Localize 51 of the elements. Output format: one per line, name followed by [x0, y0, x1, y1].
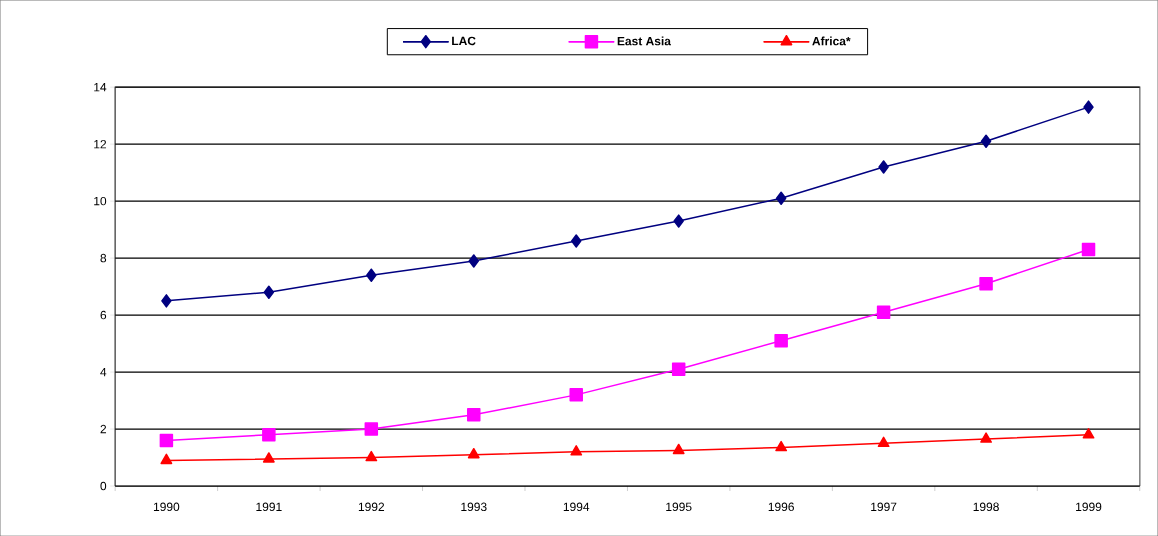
- point: [775, 191, 787, 205]
- point: [876, 305, 891, 319]
- point: [979, 276, 993, 291]
- x-tick-label: 1997: [871, 502, 897, 511]
- point: [671, 362, 686, 376]
- x-tick-label: 1990: [153, 502, 180, 511]
- point: [1081, 242, 1096, 257]
- legend-label: East Asia: [617, 36, 672, 46]
- point: [878, 160, 889, 174]
- point: [467, 407, 481, 422]
- y-tick-label: 14: [94, 82, 107, 92]
- point: [774, 333, 788, 348]
- point: [160, 453, 173, 465]
- y-tick-label: 10: [94, 196, 107, 206]
- point: [877, 436, 890, 447]
- point: [263, 285, 275, 299]
- point: [468, 254, 480, 268]
- point: [570, 444, 583, 456]
- x-tick-label: 1995: [666, 502, 692, 511]
- y-tick-label: 12: [94, 139, 107, 149]
- point: [365, 450, 378, 462]
- point: [262, 452, 275, 463]
- x-tick-label: 1991: [256, 502, 282, 511]
- point: [672, 443, 685, 455]
- x-tick-label: 1994: [563, 502, 590, 511]
- y-tick-label: 6: [100, 310, 107, 320]
- point: [467, 447, 480, 459]
- x-tick-label: 1998: [973, 502, 999, 511]
- legend-label: Africa*: [812, 36, 851, 46]
- y-tick-label: 8: [100, 253, 107, 263]
- x-tick-label: 1993: [461, 502, 487, 511]
- y-tick-label: 2: [100, 424, 107, 434]
- x-tick-label: 1999: [1076, 502, 1102, 511]
- point: [980, 432, 993, 443]
- point: [161, 293, 172, 308]
- point: [159, 433, 174, 448]
- point: [569, 388, 583, 402]
- point: [262, 427, 276, 442]
- point: [364, 422, 379, 436]
- point: [775, 440, 788, 452]
- point: [980, 134, 992, 148]
- point: [366, 268, 377, 282]
- point: [1083, 100, 1094, 114]
- point: [673, 214, 684, 228]
- y-tick-label: 4: [100, 367, 107, 377]
- x-tick-label: 1996: [768, 502, 794, 511]
- y-tick-label: 0: [100, 481, 107, 491]
- point: [570, 234, 582, 248]
- point: [1082, 427, 1095, 439]
- legend-label: LAC: [452, 36, 476, 46]
- x-tick-label: 1992: [358, 502, 385, 511]
